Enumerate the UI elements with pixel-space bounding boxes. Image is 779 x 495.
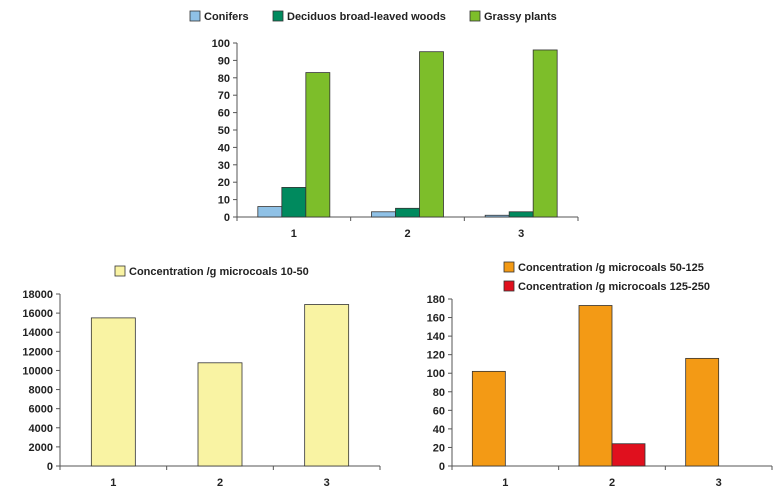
bar-2-cat-3	[508, 211, 534, 218]
legend-swatch	[272, 10, 284, 22]
bar-1-cat-2	[197, 362, 243, 467]
legend-label: Conifers	[204, 11, 249, 23]
chart-vegetation-percent: 0 10 20 30 40 50 60 70 80 90 100 1 2 3 Conifers Deciduo…	[189, 10, 579, 240]
x-tick-label: 1	[291, 228, 297, 240]
legend-swatch	[503, 261, 515, 273]
y-tick-label: 0	[439, 461, 445, 473]
y-tick-label: 10000	[22, 365, 53, 377]
legend-label: Deciduos broad-leaved woods	[287, 11, 446, 23]
y-tick-label: 16000	[22, 308, 53, 320]
x-tick-label: 2	[404, 228, 410, 240]
legend-swatch	[503, 280, 515, 292]
x-tick-label: 3	[324, 477, 330, 489]
legend-swatch	[114, 265, 126, 277]
x-tick-label: 1	[110, 477, 116, 489]
y-tick-label: 50	[218, 125, 230, 137]
bar-2-cat-2	[395, 207, 420, 218]
y-tick-label: 20	[218, 177, 230, 189]
bar-2-cat-2	[611, 443, 646, 467]
y-tick-label: 4000	[29, 423, 53, 435]
legend-label: Grassy plants	[484, 11, 557, 23]
y-tick-label: 6000	[29, 404, 53, 416]
y-tick-label: 40	[433, 424, 445, 436]
legend-label: Concentration /g microcoals 50-125	[518, 262, 704, 274]
bar-1-cat-1	[257, 206, 283, 218]
legend-label: Concentration /g microcoals 10-50	[129, 266, 309, 278]
y-tick-label: 20	[433, 442, 445, 454]
bar-3-cat-3	[532, 49, 558, 218]
y-tick-label: 12000	[22, 346, 53, 358]
y-tick-label: 80	[218, 73, 230, 85]
y-tick-label: 60	[433, 405, 445, 417]
bar-1-cat-2	[371, 211, 396, 218]
x-tick-label: 2	[609, 477, 615, 489]
chart-microcoals-10-50: 0 2000 4000 6000 8000 10000 12000 14000 16000 180…	[22, 265, 381, 489]
bar-2-cat-1	[281, 187, 307, 218]
bar-1-cat-3	[304, 304, 350, 467]
y-tick-label: 14000	[22, 327, 53, 339]
y-tick-label: 40	[218, 142, 230, 154]
y-tick-label: 8000	[29, 385, 53, 397]
bar-1-cat-3	[484, 214, 510, 218]
bar-3-cat-2	[419, 51, 444, 218]
x-tick-label: 3	[518, 228, 524, 240]
y-tick-label: 10	[218, 195, 230, 207]
x-tick-label: 1	[502, 477, 508, 489]
y-tick-label: 100	[427, 368, 445, 380]
legend-swatch	[469, 10, 481, 22]
x-tick-label: 2	[217, 477, 223, 489]
legend-swatch	[189, 10, 201, 22]
bar-1-cat-3	[685, 357, 720, 467]
y-tick-label: 100	[212, 38, 230, 50]
y-tick-label: 30	[218, 160, 230, 172]
y-tick-label: 60	[218, 108, 230, 120]
y-tick-label: 70	[218, 90, 230, 102]
y-tick-label: 90	[218, 55, 230, 67]
bar-1-cat-1	[90, 317, 136, 467]
chart-microcoals-50-250: 0 20 40 60 80 100 120 140 160 180 1 2 3 Concentration…	[427, 261, 773, 489]
y-tick-label: 180	[427, 294, 445, 306]
y-tick-label: 0	[47, 461, 53, 473]
bar-1-cat-1	[471, 370, 506, 467]
y-tick-label: 140	[427, 331, 445, 343]
y-tick-label: 18000	[22, 289, 53, 301]
y-tick-label: 160	[427, 313, 445, 325]
x-tick-label: 3	[716, 477, 722, 489]
bar-3-cat-1	[305, 72, 331, 218]
y-tick-label: 120	[427, 350, 445, 362]
y-tick-label: 2000	[29, 442, 53, 454]
y-tick-label: 80	[433, 387, 445, 399]
legend-label: Concentration /g microcoals 125-250	[518, 281, 710, 293]
bar-1-cat-2	[578, 305, 613, 467]
y-tick-label: 0	[224, 212, 230, 224]
